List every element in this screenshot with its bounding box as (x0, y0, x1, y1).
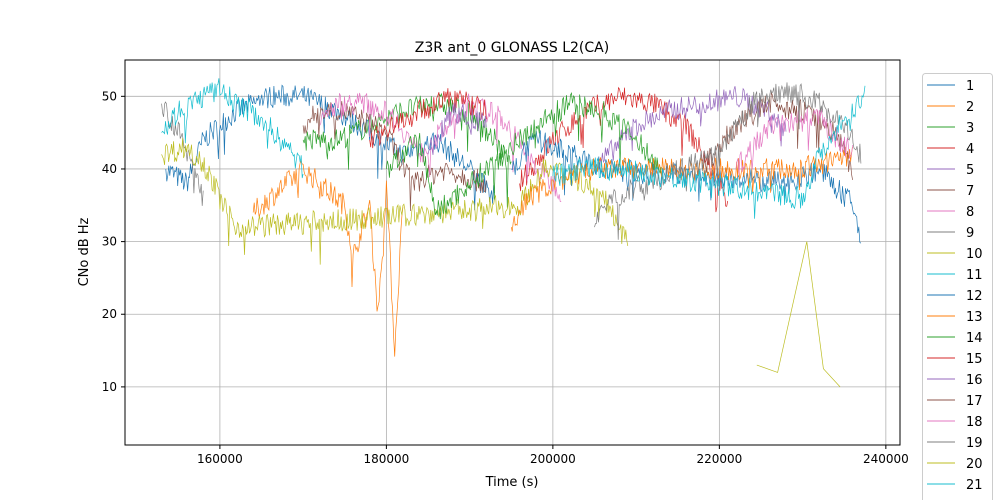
series-line-16 (427, 102, 487, 155)
legend-label: 4 (966, 142, 974, 157)
legend-label: 18 (966, 415, 983, 430)
y-axis-label: CNo dB Hz (77, 217, 92, 286)
series-line-4 (519, 86, 729, 213)
legend-label: 3 (966, 121, 974, 136)
legend-label: 19 (966, 436, 983, 451)
legend-label: 16 (966, 373, 983, 388)
chart-title: Z3R ant_0 GLONASS L2(CA) (415, 40, 609, 56)
legend-label: 13 (966, 310, 983, 325)
series-line-17 (702, 92, 853, 180)
series-line-15 (369, 88, 487, 149)
y-tick-label: 10 (102, 380, 117, 394)
x-axis-label: Time (s) (485, 475, 539, 490)
series-line-18 (735, 108, 853, 175)
series-line-20 (756, 241, 841, 388)
legend-label: 1 (966, 79, 974, 94)
legend-box (922, 73, 993, 500)
grid (125, 60, 900, 445)
legend-label: 21 (966, 478, 983, 493)
legend: 1234578910111213141516171819202122 (922, 73, 993, 500)
legend-label: 5 (966, 163, 974, 178)
x-tick-label: 160000 (197, 452, 243, 466)
series-line-19 (594, 82, 862, 240)
y-tick-label: 50 (102, 89, 117, 103)
legend-label: 9 (966, 226, 974, 241)
x-tick-label: 200000 (530, 452, 576, 466)
legend-label: 7 (966, 184, 974, 199)
series-line-21 (552, 85, 866, 219)
series-line-5 (594, 86, 787, 175)
legend-label: 20 (966, 457, 983, 472)
x-tick-label: 180000 (363, 452, 409, 466)
legend-label: 2 (966, 100, 974, 115)
legend-label: 14 (966, 331, 983, 346)
legend-label: 10 (966, 247, 983, 262)
legend-label: 12 (966, 289, 983, 304)
legend-label: 15 (966, 352, 983, 367)
y-tick-label: 20 (102, 307, 117, 321)
series-line-8 (319, 92, 562, 202)
legend-label: 17 (966, 394, 983, 409)
series-line-2 (252, 160, 404, 357)
series-line-7 (302, 101, 487, 212)
x-tick-label: 220000 (696, 452, 742, 466)
y-tick-label: 30 (102, 235, 117, 249)
x-tick-label: 240000 (863, 452, 909, 466)
y-tick-label: 40 (102, 162, 117, 176)
axis-ticks: 160000 180000 200000 220000 240000 10 20 30 40 50 (102, 89, 909, 466)
series-line-10 (161, 138, 629, 265)
legend-label: 11 (966, 268, 983, 283)
series-line-13 (510, 146, 853, 232)
series-line-14 (386, 91, 662, 220)
series-lines (161, 78, 866, 388)
plot-frame (124, 59, 901, 446)
legend-label: 8 (966, 205, 974, 220)
series-line-11 (161, 78, 304, 179)
